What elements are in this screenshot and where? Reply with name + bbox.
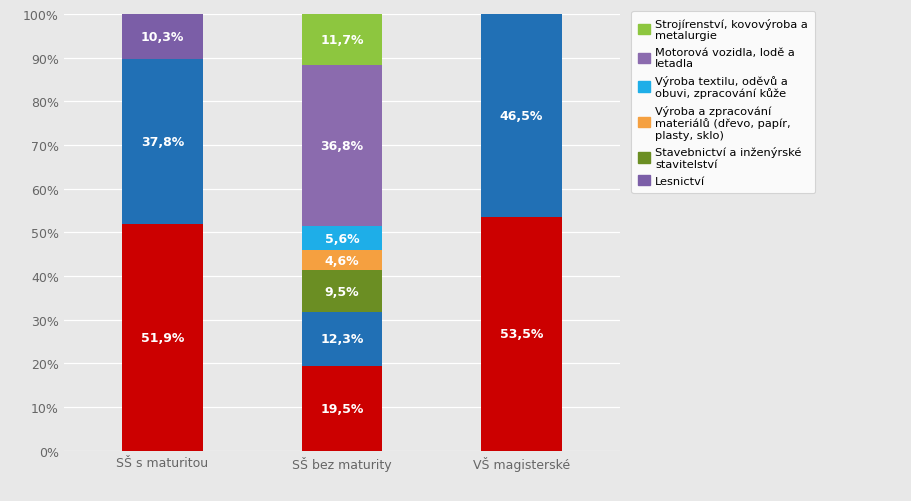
Bar xyxy=(481,218,561,451)
Text: 5,6%: 5,6% xyxy=(324,232,359,245)
Bar xyxy=(122,15,203,60)
Text: 53,5%: 53,5% xyxy=(499,328,543,341)
Bar xyxy=(302,312,382,366)
Bar xyxy=(302,271,382,312)
Text: 10,3%: 10,3% xyxy=(140,31,184,44)
Text: 37,8%: 37,8% xyxy=(141,136,184,149)
Text: 9,5%: 9,5% xyxy=(324,285,359,298)
Text: 12,3%: 12,3% xyxy=(320,333,363,346)
Text: 51,9%: 51,9% xyxy=(140,331,184,344)
Text: 19,5%: 19,5% xyxy=(320,402,363,415)
Bar xyxy=(302,226,382,251)
Bar xyxy=(122,60,203,224)
Text: 11,7%: 11,7% xyxy=(320,34,363,47)
Bar xyxy=(302,66,382,226)
Text: 36,8%: 36,8% xyxy=(320,140,363,153)
Legend: Strojírenství, kovovýroba a
metalurgie, Motorová vozidla, lodě a
letadla, Výroba: Strojírenství, kovovýroba a metalurgie, … xyxy=(630,12,814,193)
Bar xyxy=(302,366,382,451)
Bar xyxy=(122,224,203,451)
Bar xyxy=(302,251,382,271)
Text: 46,5%: 46,5% xyxy=(499,110,543,123)
Bar xyxy=(302,15,382,66)
Bar xyxy=(481,15,561,218)
Text: 4,6%: 4,6% xyxy=(324,255,359,268)
